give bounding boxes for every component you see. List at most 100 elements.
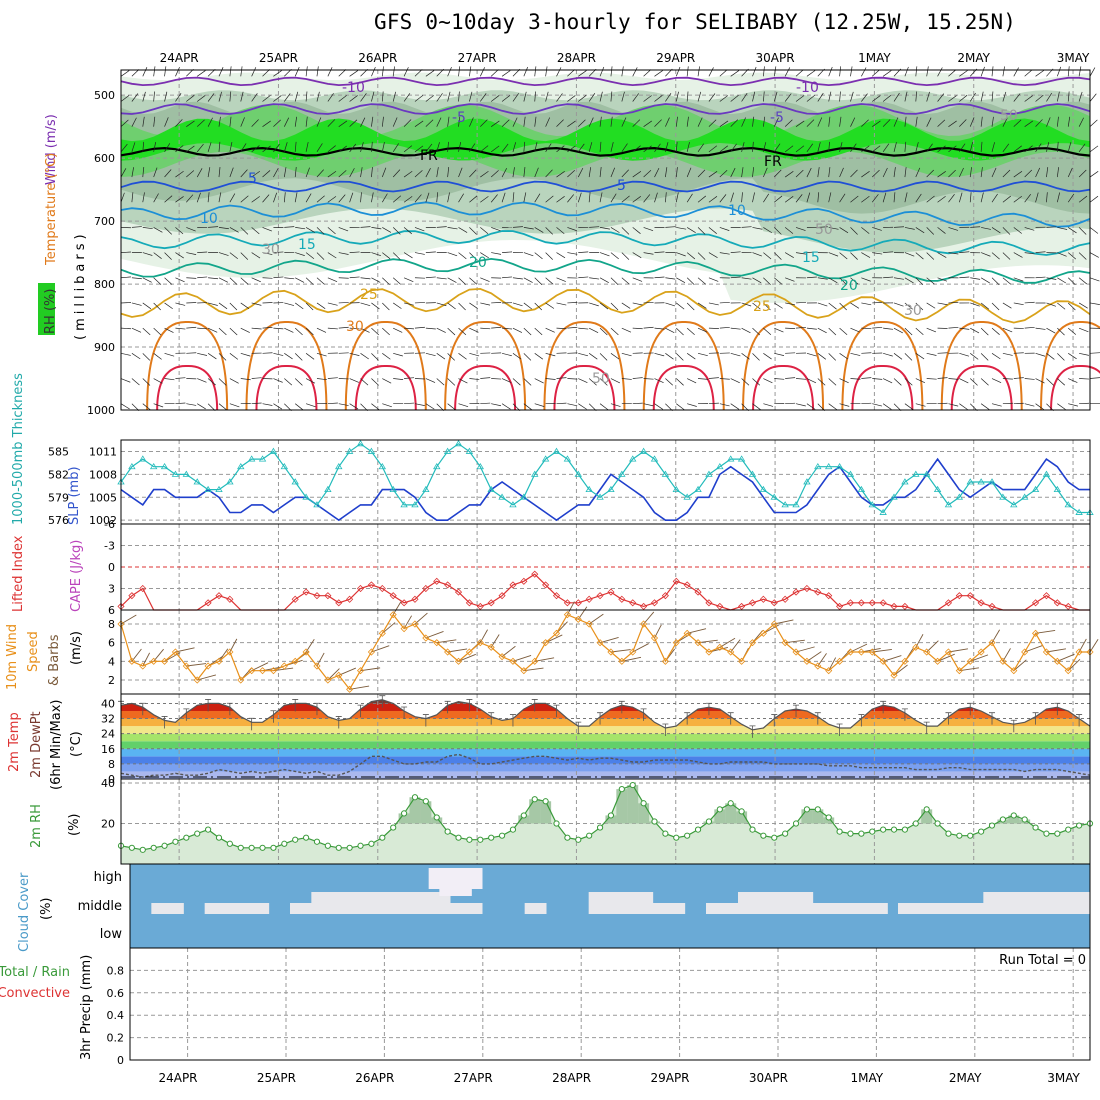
wind-barb bbox=[382, 302, 390, 311]
wind-barb bbox=[915, 353, 925, 360]
wind-barb bbox=[730, 119, 739, 127]
wind-barb bbox=[893, 117, 899, 127]
cloud-middle bbox=[983, 892, 995, 914]
wind10-barb bbox=[327, 668, 340, 681]
wind-barb bbox=[142, 353, 151, 361]
rh2-marker bbox=[259, 844, 266, 851]
wind-barb bbox=[959, 70, 968, 77]
wind-barb bbox=[284, 93, 291, 102]
wind-barb bbox=[970, 226, 981, 228]
wind10-barb bbox=[447, 648, 468, 653]
li-marker bbox=[531, 570, 539, 578]
wind-barb bbox=[382, 378, 392, 384]
isotherm-line bbox=[120, 180, 1091, 193]
temp-minmax-bar bbox=[139, 702, 146, 716]
temp-band bbox=[121, 711, 1090, 719]
wind-barb bbox=[839, 252, 848, 260]
wind-barb bbox=[850, 378, 861, 380]
wind-ylabel: (m/s) bbox=[69, 631, 84, 665]
wind10-marker bbox=[585, 620, 593, 628]
cloud-middle bbox=[812, 903, 824, 914]
wind-barb bbox=[469, 169, 477, 178]
cloud-middle bbox=[151, 903, 163, 914]
wind-barb bbox=[414, 227, 425, 232]
wind10-marker bbox=[988, 639, 996, 647]
wind-barb bbox=[676, 378, 684, 386]
temp-minmax-bar bbox=[597, 712, 604, 725]
wind-barb bbox=[327, 302, 338, 306]
wind-barb bbox=[926, 143, 933, 153]
wind-barb bbox=[970, 353, 979, 360]
wind-barb bbox=[1067, 302, 1076, 311]
rh2-marker bbox=[1076, 822, 1083, 829]
wind-barb bbox=[175, 227, 184, 235]
wind-barb bbox=[305, 91, 308, 102]
temp-minmax-bar bbox=[923, 721, 930, 735]
wind10-marker bbox=[367, 648, 375, 656]
wind-barb bbox=[164, 252, 172, 260]
wind-barb bbox=[229, 353, 239, 360]
wind-barb bbox=[610, 252, 619, 260]
wind-barb bbox=[458, 116, 461, 127]
thickness-marker bbox=[607, 485, 615, 493]
wind-barb bbox=[817, 167, 820, 178]
wind10-marker bbox=[912, 643, 920, 651]
wind10-marker bbox=[346, 685, 354, 693]
wind-barb bbox=[980, 403, 990, 410]
wind-barb bbox=[893, 378, 902, 386]
wind-barb bbox=[523, 327, 532, 336]
wind-barb bbox=[719, 326, 730, 329]
wind-barb bbox=[360, 226, 371, 228]
contour-label: -5 bbox=[452, 110, 466, 126]
wind-barb bbox=[262, 403, 273, 406]
wind-barb bbox=[708, 171, 718, 178]
wind-barb bbox=[349, 143, 357, 153]
wind-barb bbox=[980, 91, 984, 102]
wind-barb bbox=[545, 327, 555, 333]
wind-barb bbox=[251, 302, 262, 306]
wind-barb bbox=[338, 69, 347, 77]
cloud-middle bbox=[386, 892, 398, 914]
wind-barb bbox=[262, 145, 271, 153]
wind-barb bbox=[785, 352, 796, 354]
wind10-marker bbox=[411, 620, 419, 628]
wind-barb bbox=[501, 143, 509, 153]
rh2-marker bbox=[520, 812, 527, 819]
wind-barb bbox=[817, 353, 827, 360]
temp-ytick: 32 bbox=[101, 713, 115, 726]
wind-barb bbox=[915, 193, 922, 203]
thickness-marker bbox=[1031, 485, 1040, 493]
li-marker bbox=[400, 599, 408, 607]
wind-barb bbox=[882, 119, 891, 127]
wind10-marker bbox=[814, 662, 822, 670]
date-label-top: 28APR bbox=[557, 51, 596, 65]
wind-barb bbox=[686, 142, 690, 152]
thickness-marker bbox=[639, 447, 648, 454]
wind-barb bbox=[414, 120, 424, 127]
date-label-top: 3MAY bbox=[1057, 51, 1090, 65]
wind-barb bbox=[305, 378, 316, 384]
wind-barb bbox=[164, 227, 172, 235]
wind-barb bbox=[578, 70, 587, 77]
wind-barb bbox=[708, 277, 719, 282]
wind-barb bbox=[469, 327, 479, 333]
wind-barb bbox=[980, 327, 989, 336]
wind-barb bbox=[523, 116, 526, 127]
wind10-marker bbox=[160, 657, 169, 665]
date-label-bottom: 28APR bbox=[552, 1071, 591, 1085]
wind-barb bbox=[861, 377, 872, 379]
wind-barb bbox=[142, 252, 153, 256]
wind-barb bbox=[273, 352, 284, 356]
thickness-marker bbox=[912, 470, 920, 477]
wind-barb bbox=[991, 142, 995, 152]
wind-barb bbox=[349, 119, 358, 127]
wind10-marker bbox=[1010, 667, 1018, 675]
precip-ytick: 0.4 bbox=[107, 1009, 125, 1022]
wind-barb bbox=[904, 302, 913, 310]
wind10-barb bbox=[512, 655, 532, 662]
wind-barb bbox=[741, 167, 744, 178]
wind10-marker bbox=[128, 657, 136, 665]
wind-barb bbox=[828, 116, 831, 127]
cloud-level-label: low bbox=[100, 927, 123, 942]
wind-barb bbox=[741, 117, 746, 127]
